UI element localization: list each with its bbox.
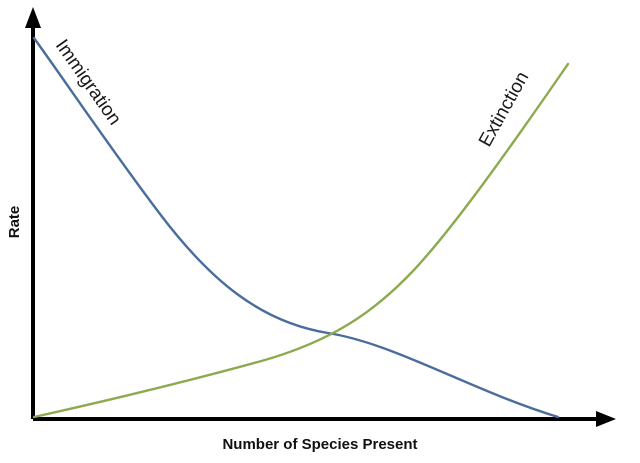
x-axis-title: Number of Species Present bbox=[222, 436, 417, 453]
extinction-curve bbox=[32, 62, 570, 419]
y-axis-title: Rate bbox=[6, 206, 23, 239]
x-axis-arrow-icon bbox=[596, 411, 616, 427]
y-axis-group bbox=[25, 7, 41, 419]
extinction-label-group: Extinction bbox=[475, 68, 533, 150]
x-axis-group bbox=[33, 411, 616, 427]
y-axis-arrow-icon bbox=[25, 7, 41, 28]
immigration-curve bbox=[32, 36, 560, 419]
extinction-series-label: Extinction bbox=[475, 68, 533, 150]
